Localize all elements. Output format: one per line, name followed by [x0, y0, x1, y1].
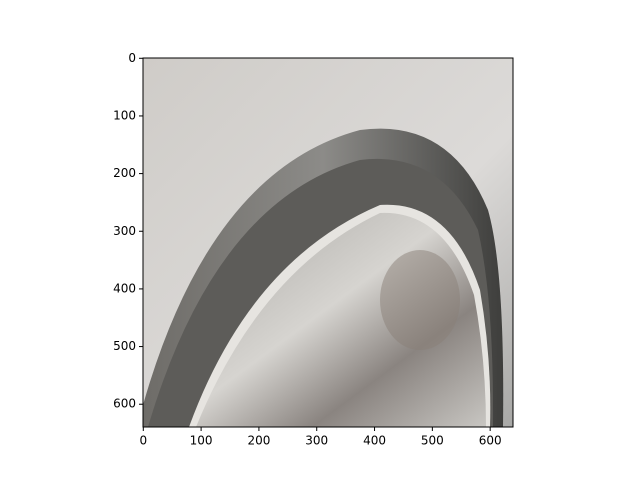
x-tick-label: 100 [190, 434, 213, 448]
y-tick-label: 0 [128, 51, 136, 65]
x-tick-label: 600 [479, 434, 502, 448]
y-tick-label: 400 [113, 281, 136, 295]
image [143, 58, 513, 427]
y-tick-label: 600 [113, 397, 136, 411]
x-tick-label: 400 [363, 434, 386, 448]
x-tick-label: 200 [247, 434, 270, 448]
axes-frame [142, 57, 514, 428]
x-tick-label: 0 [139, 434, 147, 448]
x-tick-label: 300 [305, 434, 328, 448]
x-tick-label: 500 [421, 434, 444, 448]
y-tick-label: 200 [113, 166, 136, 180]
y-tick-label: 100 [113, 108, 136, 122]
y-tick-label: 300 [113, 224, 136, 238]
y-tick-label: 500 [113, 339, 136, 353]
